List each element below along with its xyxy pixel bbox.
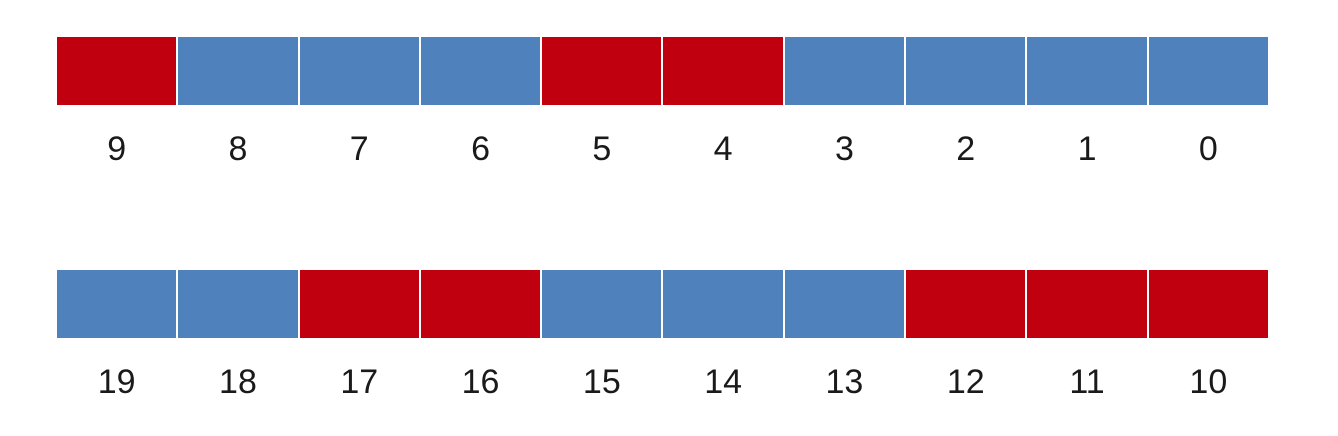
bit-index-label: 8 bbox=[228, 130, 248, 168]
bit-index-label: 1 bbox=[1077, 130, 1097, 168]
bit-cell bbox=[1027, 270, 1147, 338]
bit-row-bottom: 19 18 17 16 15 14 13 12 11 10 bbox=[57, 270, 1268, 402]
bit-index-label: 16 bbox=[461, 363, 500, 401]
bit-index-label: 18 bbox=[219, 363, 257, 401]
bit-cell bbox=[542, 37, 662, 105]
bit-cell bbox=[906, 270, 1026, 338]
bit-cell bbox=[420, 270, 541, 338]
bit-cell bbox=[299, 37, 419, 105]
bit-index-label: 15 bbox=[582, 363, 621, 401]
bit-index-label: 14 bbox=[704, 363, 743, 401]
bit-index-label: 5 bbox=[592, 130, 612, 168]
bit-index-label: 0 bbox=[1198, 130, 1218, 168]
bit-index-label: 4 bbox=[713, 130, 733, 168]
bit-cell bbox=[784, 37, 905, 105]
bit-cell bbox=[1148, 270, 1268, 338]
bit-index-label: 13 bbox=[825, 363, 864, 401]
bit-cell bbox=[178, 270, 298, 338]
bit-cell bbox=[663, 270, 783, 338]
bit-index-label: 19 bbox=[97, 363, 136, 401]
bit-index-label: 11 bbox=[1069, 363, 1105, 401]
bit-cell bbox=[1148, 37, 1268, 105]
bit-index-label: 3 bbox=[834, 130, 854, 168]
bit-index-label: 2 bbox=[956, 130, 976, 168]
bit-index-label: 9 bbox=[107, 130, 127, 168]
bit-cell bbox=[420, 37, 541, 105]
bit-cell bbox=[57, 37, 177, 105]
bit-index-labels: 9 8 7 6 5 4 3 2 1 0 bbox=[57, 129, 1268, 169]
bit-cell bbox=[1027, 37, 1147, 105]
bit-index-label: 10 bbox=[1189, 363, 1228, 401]
bit-row-top: 9 8 7 6 5 4 3 2 1 0 bbox=[57, 37, 1268, 169]
bit-cell bbox=[57, 270, 177, 338]
bit-cell bbox=[784, 270, 905, 338]
bit-cell bbox=[663, 37, 783, 105]
bit-cell bbox=[906, 37, 1026, 105]
bit-index-label: 6 bbox=[471, 130, 490, 168]
bit-cells bbox=[57, 270, 1268, 338]
bit-index-label: 17 bbox=[340, 363, 379, 401]
bit-index-label: 12 bbox=[946, 363, 985, 401]
bit-cells bbox=[57, 37, 1268, 105]
bit-cell bbox=[542, 270, 662, 338]
bit-index-label: 7 bbox=[349, 130, 369, 168]
bit-cell bbox=[178, 37, 298, 105]
bit-index-labels: 19 18 17 16 15 14 13 12 11 10 bbox=[57, 362, 1268, 402]
bit-cell bbox=[299, 270, 419, 338]
